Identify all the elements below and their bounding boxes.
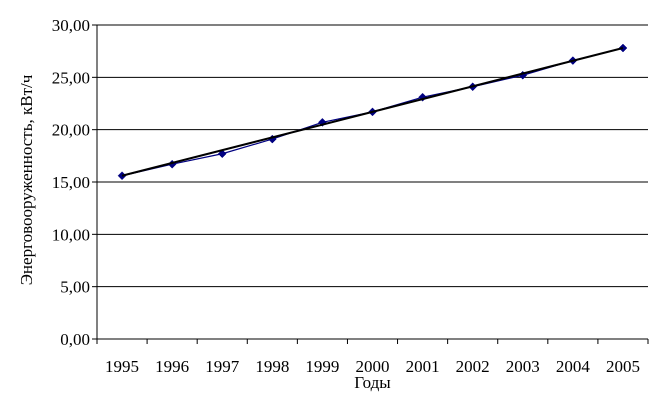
data-point-marker bbox=[217, 149, 227, 159]
x-tick-label: 2002 bbox=[456, 357, 490, 376]
x-tick-label: 1995 bbox=[105, 357, 139, 376]
x-tick-label: 1997 bbox=[205, 357, 240, 376]
x-tick-label: 2003 bbox=[506, 357, 540, 376]
trendline bbox=[121, 47, 624, 177]
x-tick-label: 2000 bbox=[356, 357, 390, 376]
y-tick-label: 0,00 bbox=[60, 330, 90, 349]
x-tick-label: 1996 bbox=[155, 357, 189, 376]
x-axis-ticks: 1995 1996 1997 1998 1999 2000 2001 2002 2003 2004… bbox=[96, 339, 649, 376]
y-axis-ticks: 0,00 5,00 10,00 15,00 20,00 25,00 30,00 bbox=[52, 16, 97, 349]
y-tick-label: 10,00 bbox=[52, 225, 90, 244]
gridlines bbox=[97, 24, 648, 288]
x-tick-label: 2004 bbox=[556, 357, 591, 376]
x-axis-label: Годы bbox=[354, 373, 391, 392]
y-axis-label: Энерговооруженность, кВт/ч bbox=[17, 74, 36, 285]
y-tick-label: 15,00 bbox=[52, 173, 90, 192]
trendline-group bbox=[121, 47, 624, 177]
y-tick-label: 5,00 bbox=[60, 278, 90, 297]
y-tick-label: 25,00 bbox=[52, 68, 90, 87]
x-tick-label: 1998 bbox=[255, 357, 289, 376]
x-tick-label: 2005 bbox=[606, 357, 640, 376]
y-tick-label: 30,00 bbox=[52, 16, 90, 35]
x-tick-label: 2001 bbox=[406, 357, 440, 376]
y-tick-label: 20,00 bbox=[52, 121, 90, 140]
x-tick-label: 1999 bbox=[305, 357, 339, 376]
